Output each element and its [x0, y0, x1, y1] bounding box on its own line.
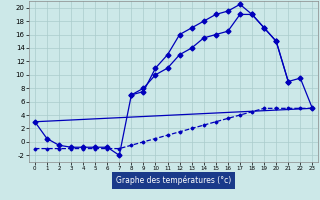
X-axis label: Graphe des températures (°c): Graphe des températures (°c): [116, 175, 231, 185]
